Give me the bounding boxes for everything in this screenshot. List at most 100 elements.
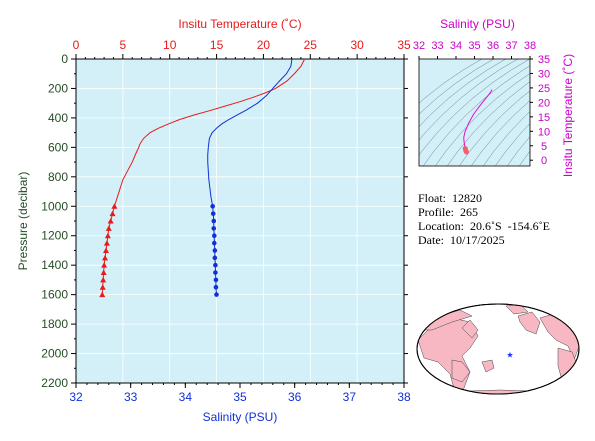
land-mass — [461, 319, 479, 339]
ts-temp-tick-label: 20 — [538, 97, 550, 109]
pressure-tick-label: 800 — [48, 170, 68, 184]
float-id: Float: 12820 — [418, 191, 483, 205]
density-contour — [434, 73, 530, 166]
salinity-point — [210, 211, 216, 216]
profile-number: Profile: 265 — [418, 205, 478, 219]
land-mass — [451, 359, 471, 383]
pressure-tick-label: 0 — [61, 52, 68, 66]
salinity-line — [207, 58, 293, 207]
density-contour — [518, 150, 530, 166]
pressure-tick-label: 1000 — [41, 199, 68, 213]
salinity-point — [213, 277, 219, 283]
float-location: Location: 20.6˚S -154.6˚E — [418, 219, 550, 233]
sal-tick-label: 35 — [233, 390, 247, 404]
temperature-point — [104, 232, 111, 239]
profile-plot: 0 5 10 15 20 25 30 35 Insitu Temperature (˚C) 32 3… — [16, 17, 411, 424]
ts-temp-tick-label: 15 — [538, 112, 550, 124]
density-contour — [419, 59, 483, 104]
temp-tick-label: 15 — [210, 38, 224, 52]
temp-axis-label: Insitu Temperature (˚C) — [178, 17, 301, 31]
salinity-point — [211, 226, 217, 231]
salinity-point — [211, 218, 217, 224]
temp-tick-label: 0 — [73, 38, 80, 52]
temperature-line — [113, 58, 306, 207]
sal-axis-label: Salinity (PSU) — [203, 410, 278, 424]
temperature-point — [107, 218, 114, 224]
temp-tick-label: 35 — [397, 38, 411, 52]
density-contour — [482, 110, 530, 166]
ts-sal-tick-label: 34 — [450, 40, 462, 52]
temp-tick-label: 5 — [120, 38, 127, 52]
salinity-point — [213, 284, 219, 290]
salinity-point — [212, 233, 217, 239]
sal-tick-label: 38 — [397, 390, 411, 404]
density-contour — [419, 59, 519, 141]
ts-temp-tick-label: 0 — [541, 155, 547, 167]
salinity-point — [212, 255, 218, 261]
pressure-tick-label: 2200 — [41, 376, 68, 390]
ts-sal-tick-label: 33 — [431, 40, 443, 52]
ts-point — [464, 149, 469, 155]
ts-curve — [463, 89, 493, 149]
temperature-point — [100, 269, 107, 276]
sal-tick-label: 33 — [124, 390, 138, 404]
salinity-point — [214, 292, 219, 297]
land-mass — [439, 389, 561, 394]
temperature-point — [100, 276, 107, 283]
temperature-point — [101, 262, 108, 268]
float-location-map — [416, 303, 580, 395]
density-contour — [470, 100, 530, 166]
pressure-tick-label: 400 — [48, 111, 68, 125]
salinity-point — [212, 248, 218, 253]
ts-sal-axis-label: Salinity (PSU) — [440, 17, 515, 31]
ts-sal-tick-label: 32 — [413, 40, 425, 52]
ts-temp-axis-label: Insitu Temperature (˚C) — [561, 54, 575, 177]
pressure-axis-label: Pressure (decibar) — [16, 172, 30, 271]
plot-background — [76, 59, 404, 383]
density-contour — [419, 59, 495, 115]
temperature-point — [103, 240, 110, 246]
sal-tick-label: 36 — [288, 390, 302, 404]
land-mass — [481, 359, 495, 373]
salinity-point — [213, 270, 218, 275]
density-contour — [422, 65, 530, 166]
ts-temp-tick-label: 10 — [538, 126, 550, 138]
sal-tick-label: 32 — [69, 390, 83, 404]
salinity-point — [213, 262, 218, 268]
temperature-point — [111, 203, 118, 209]
density-contour — [506, 136, 530, 166]
sal-tick-label: 34 — [179, 390, 193, 404]
pressure-tick-label: 200 — [48, 81, 68, 95]
land-mass — [517, 311, 541, 335]
pressure-tick-label: 2000 — [41, 347, 68, 361]
temp-tick-label: 30 — [350, 38, 364, 52]
ts-temp-tick-label: 25 — [538, 83, 550, 95]
pressure-tick-label: 1600 — [41, 288, 68, 302]
pressure-tick-label: 1800 — [41, 317, 68, 331]
temp-tick-label: 25 — [304, 38, 318, 52]
density-contour — [458, 90, 530, 166]
ts-temp-tick-label: 30 — [538, 68, 550, 80]
temperature-point — [109, 210, 116, 217]
pressure-tick-label: 600 — [48, 140, 68, 154]
ts-temp-tick-label: 5 — [541, 141, 547, 153]
pressure-tick-label: 1400 — [41, 258, 68, 272]
salinity-point — [210, 203, 215, 209]
temperature-point — [105, 225, 112, 231]
temperature-point — [99, 284, 106, 290]
sal-tick-label: 37 — [343, 390, 357, 404]
ts-sal-tick-label: 38 — [524, 40, 536, 52]
density-contours — [419, 59, 530, 166]
density-contour — [419, 59, 507, 127]
density-contour — [446, 81, 530, 166]
salinity-point — [212, 240, 217, 246]
density-contour — [419, 59, 530, 156]
profile-date: Date: 10/17/2025 — [418, 233, 505, 247]
ts-diagram: 32 33 34 35 36 37 38 Salinity (PSU) 0 5 10 15 20 25 30… — [413, 17, 575, 177]
ts-sal-tick-label: 35 — [468, 40, 480, 52]
temp-tick-label: 10 — [163, 38, 177, 52]
float-marker-star — [506, 351, 514, 358]
ts-temp-tick-label: 35 — [538, 54, 550, 66]
temperature-point — [102, 254, 109, 261]
